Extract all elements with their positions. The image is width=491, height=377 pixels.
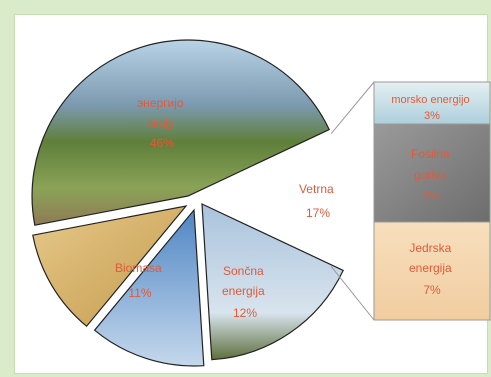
pie-slice-landscape xyxy=(31,39,330,226)
pie-slice-biomasa xyxy=(32,205,188,328)
breakdown-label-jedrska: Jedrska energija 7% xyxy=(409,241,455,297)
connector-bottom xyxy=(330,266,375,321)
breakdown-label-value: 7% xyxy=(423,189,441,203)
slice-label-value: 17% xyxy=(306,206,330,220)
breakdown-label-value: 7% xyxy=(423,283,441,297)
breakdown-label-line: Jedrska xyxy=(409,241,451,255)
slice-label-vetrna: Vetrna 17% xyxy=(299,182,337,220)
breakdown-segment-morsko xyxy=(373,81,491,125)
breakdown-label-line: energija xyxy=(409,261,452,275)
breakdown-segment-jedrska xyxy=(373,221,491,321)
breakdown-label-line: Fosilna xyxy=(411,147,450,161)
slice-label-line: Biomasa xyxy=(115,261,162,275)
breakdown-label-line: morsko energijo xyxy=(391,94,469,106)
slice-label-value: 11% xyxy=(128,286,151,300)
breakdown-label-line: goriva xyxy=(414,168,447,182)
connector-top xyxy=(330,81,375,134)
slice-label-soncna: Sončna energija 12% xyxy=(222,264,268,320)
pie-slice-soncna xyxy=(93,208,205,367)
slice-label-landscape: энергијо екоју 46% xyxy=(137,96,187,150)
breakdown-label-morsko: morsko energijo 3% xyxy=(391,94,472,122)
slice-label-value: 46% xyxy=(150,136,174,150)
breakdown-label-fosilna: Fosilna goriva 7% xyxy=(411,147,453,203)
slice-label-biomasa: Biomasa 11% xyxy=(115,261,165,300)
breakdown-label-value: 3% xyxy=(424,110,440,122)
slice-label-line: екоју xyxy=(147,116,174,130)
pie-slice-vetrna xyxy=(201,203,344,361)
slice-label-line: Sončna xyxy=(223,264,264,278)
slice-label-line: energija xyxy=(222,284,265,298)
slice-label-line: энергијо xyxy=(137,96,184,110)
slice-label-line: Vetrna xyxy=(299,182,334,196)
slice-label-value: 12% xyxy=(233,306,257,320)
